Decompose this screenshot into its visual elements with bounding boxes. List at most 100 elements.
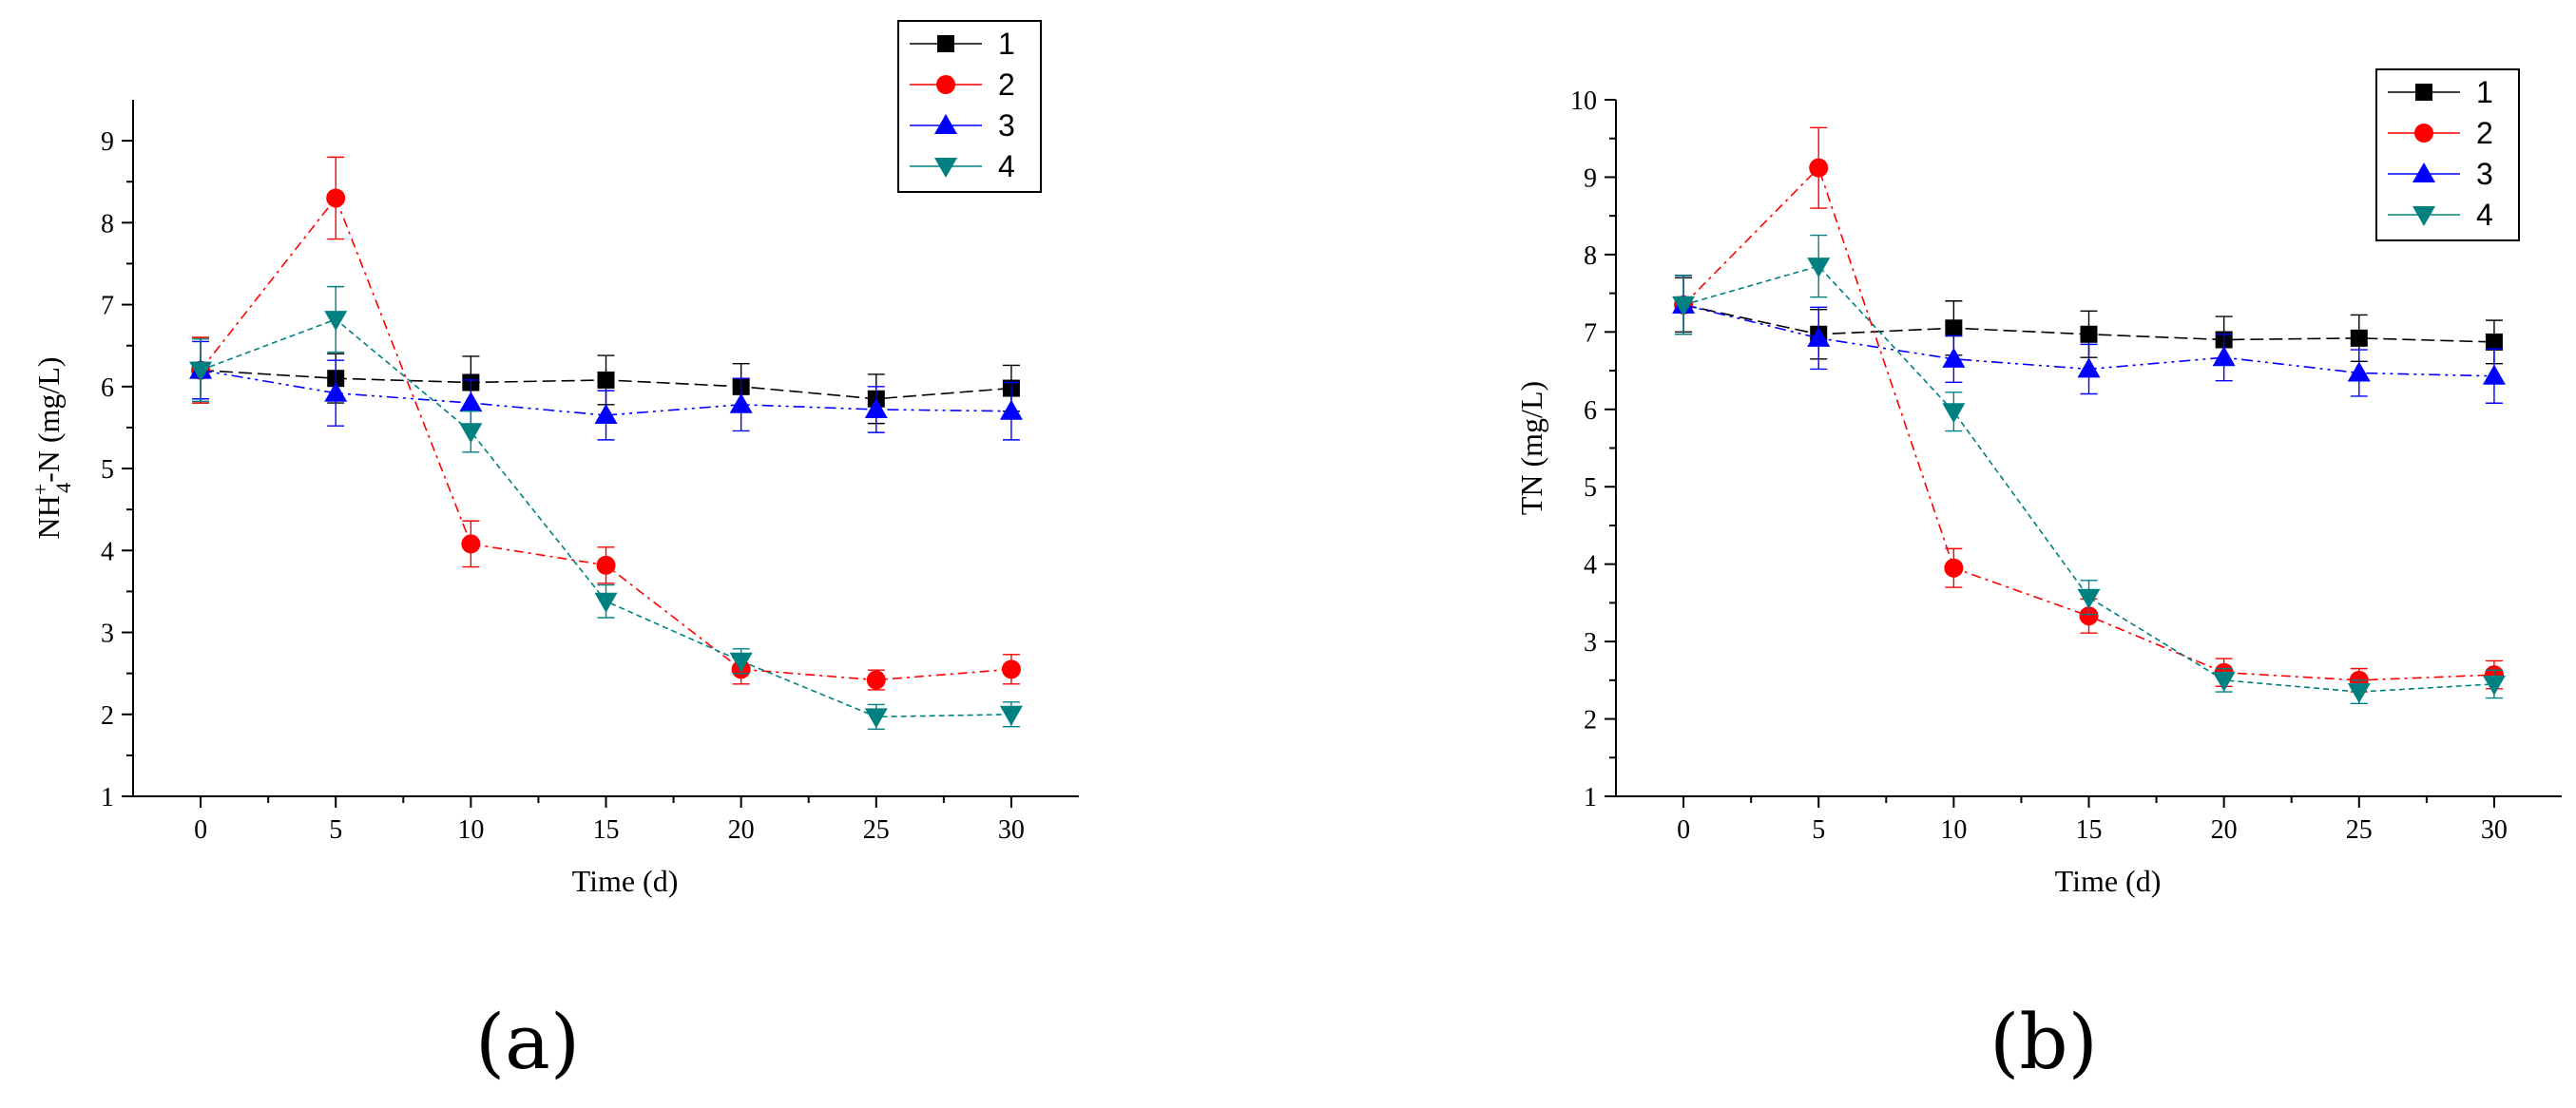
- y-tick-label: 5: [1584, 473, 1597, 503]
- data-point: [2482, 675, 2506, 696]
- legend-label-3: 3: [2476, 157, 2493, 191]
- data-point: [729, 652, 753, 673]
- y-tick-label: 9: [1584, 163, 1597, 193]
- data-point: [2079, 606, 2099, 626]
- legend-marker-1: [2415, 84, 2432, 101]
- data-point: [2212, 671, 2236, 692]
- x-tick-label: 30: [2481, 815, 2508, 845]
- legend-marker-3: [2413, 162, 2435, 182]
- x-tick-label: 5: [329, 815, 342, 845]
- data-point: [1807, 258, 1831, 278]
- legend-box: [897, 20, 1042, 193]
- legend-label-1: 1: [2476, 75, 2493, 109]
- y-tick-label: 4: [1584, 551, 1597, 581]
- legend-marker-4: [2413, 206, 2435, 226]
- y-tick-label: 3: [101, 620, 114, 649]
- series-3: [189, 340, 1023, 441]
- y-tick-label: 4: [101, 537, 114, 566]
- x-tick-label: 0: [194, 815, 207, 845]
- y-tick-label: 1: [1584, 783, 1597, 812]
- data-point: [594, 592, 618, 613]
- data-point: [2347, 361, 2371, 382]
- x-tick-label: 5: [1812, 815, 1825, 845]
- y-tick-label: 7: [101, 292, 114, 321]
- x-tick-label: 25: [2346, 815, 2373, 845]
- data-point: [1672, 296, 1696, 316]
- data-point: [866, 670, 886, 690]
- data-point: [2485, 333, 2503, 351]
- y-tick-label: 6: [1584, 396, 1597, 426]
- y-tick-label: 8: [101, 209, 114, 239]
- data-point: [1945, 319, 1963, 337]
- y-axis-label: NH+4-N (mg/L): [29, 356, 75, 539]
- x-axis-label: Time (d): [572, 864, 679, 898]
- y-tick-label: 2: [101, 701, 114, 731]
- legend-label-2: 2: [2476, 116, 2493, 150]
- x-tick-label: 15: [593, 815, 620, 845]
- x-axis-label: Time (d): [2055, 864, 2162, 898]
- legend-marker-4: [934, 158, 957, 178]
- data-point: [594, 404, 618, 425]
- data-point: [999, 705, 1023, 726]
- data-point: [1944, 558, 1964, 578]
- x-tick-label: 10: [1940, 815, 1967, 845]
- legend-label-2: 2: [998, 67, 1015, 102]
- data-point: [1809, 158, 1829, 178]
- chart-a: 0 5 10 15 20 25 30 1 2 3 4 5 6 7 8 9 Time (d) NH+4-N (mg/…: [29, 20, 1079, 898]
- data-point: [2080, 325, 2098, 343]
- y-tick-label: 7: [1584, 318, 1597, 348]
- y-tick-label: 6: [101, 373, 114, 403]
- data-point: [1807, 326, 1831, 347]
- legend-marker-3: [934, 114, 957, 134]
- data-point: [597, 371, 615, 389]
- data-point: [459, 392, 483, 412]
- data-point: [864, 708, 888, 729]
- y-tick-label: 3: [1584, 628, 1597, 658]
- data-point: [461, 534, 481, 554]
- data-point: [596, 555, 616, 575]
- data-point: [2212, 346, 2236, 367]
- data-point: [864, 397, 888, 418]
- data-point: [324, 381, 348, 402]
- x-tick-label: 30: [998, 815, 1025, 845]
- data-point: [1942, 347, 1966, 368]
- legend: 1 2 3 4: [897, 20, 1042, 193]
- data-point: [2077, 588, 2101, 609]
- x-tick-label: 20: [728, 815, 755, 845]
- series-4: [1672, 234, 2506, 704]
- legend-marker-2: [2414, 124, 2433, 143]
- data-point: [1942, 403, 1966, 424]
- data-point: [324, 311, 348, 332]
- panel-label-a: (a): [474, 998, 581, 1086]
- legend-marker-2: [936, 75, 955, 94]
- x-tick-label: 15: [2076, 815, 2103, 845]
- legend-label-4: 4: [2476, 198, 2493, 232]
- data-point: [729, 392, 753, 413]
- y-tick-label: 1: [101, 783, 114, 812]
- data-point: [999, 399, 1023, 420]
- data-point: [189, 361, 213, 382]
- data-point: [1001, 659, 1021, 679]
- panel-label-b: (b): [1990, 998, 2098, 1086]
- y-tick-label: 5: [101, 455, 114, 485]
- x-tick-label: 25: [863, 815, 890, 845]
- y-tick-label: 10: [1570, 86, 1597, 116]
- legend-label-3: 3: [998, 108, 1015, 143]
- y-axis-label: TN (mg/L): [1514, 381, 1548, 515]
- data-point: [326, 188, 346, 208]
- x-tick-label: 20: [2211, 815, 2238, 845]
- legend-label-1: 1: [998, 27, 1015, 61]
- legend-label-4: 4: [998, 149, 1015, 183]
- y-tick-label: 9: [101, 127, 114, 157]
- y-tick-label: 2: [1584, 706, 1597, 735]
- chart-b: 0 5 10 15 20 25 30 1 2 3 4 5 6 7 8 9 10 Time (d) TN (mg/L)…: [1514, 68, 2562, 898]
- x-tick-label: 0: [1677, 815, 1690, 845]
- x-tick-label: 10: [457, 815, 484, 845]
- legend: 1 2 3 4: [2375, 68, 2520, 241]
- data-point: [2350, 329, 2368, 347]
- series-4: [189, 285, 1023, 730]
- legend-marker-1: [937, 35, 954, 52]
- data-point: [2482, 364, 2506, 385]
- y-tick-label: 8: [1584, 241, 1597, 271]
- data-point: [2077, 357, 2101, 378]
